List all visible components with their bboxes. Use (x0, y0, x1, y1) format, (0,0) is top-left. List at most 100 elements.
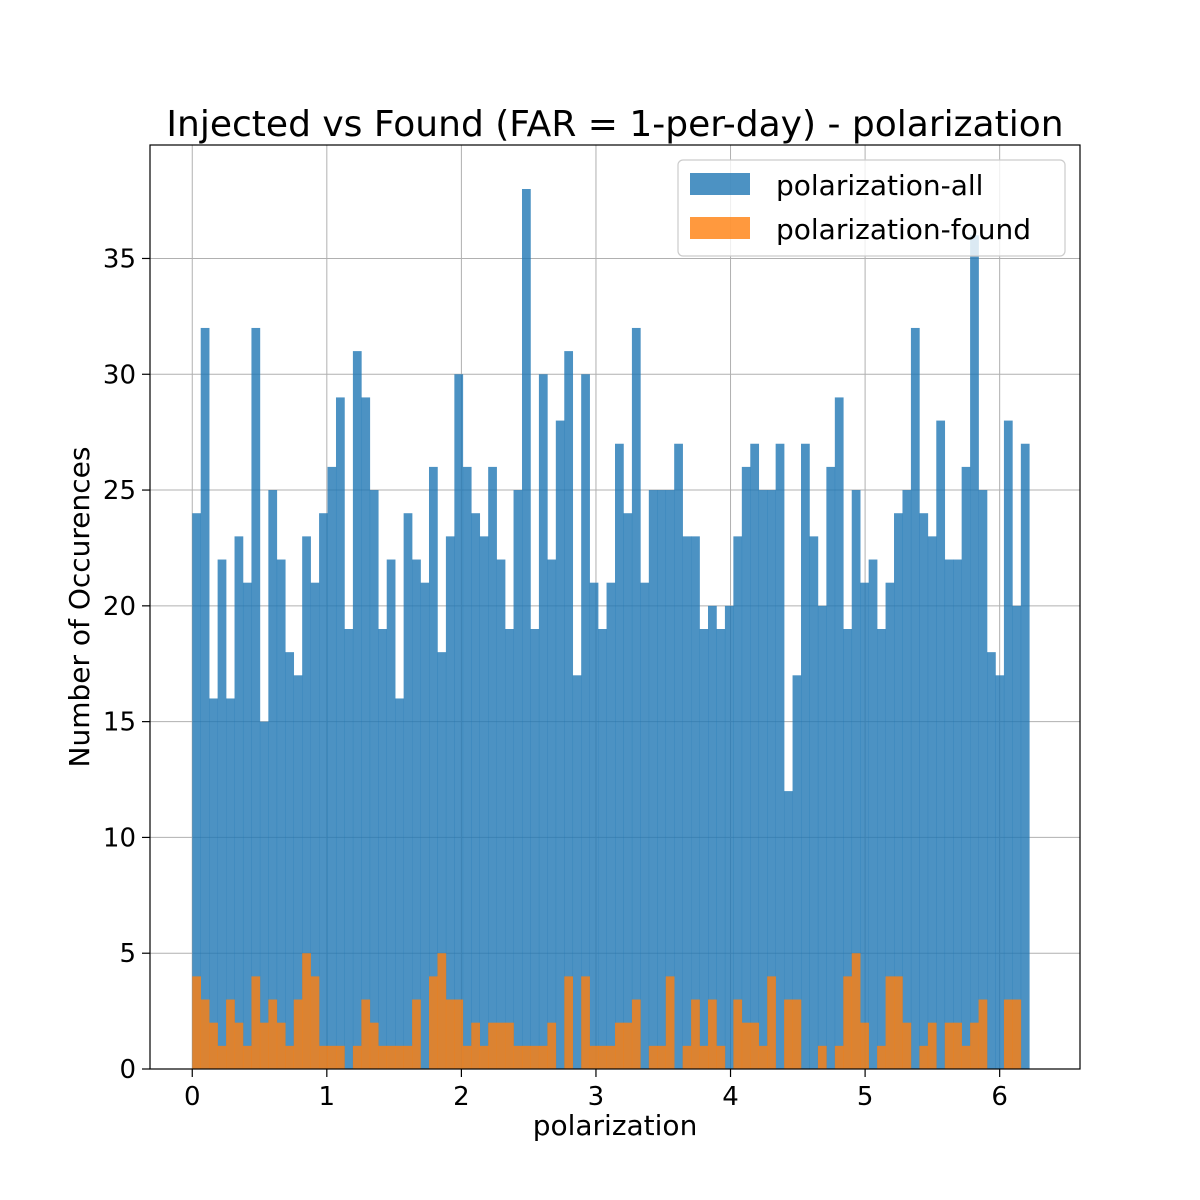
bar-polarization-all (310, 582, 320, 1069)
bar-polarization-all (953, 559, 962, 1069)
bar-polarization-all (538, 374, 548, 1069)
bar-polarization-found (851, 953, 861, 1069)
bar-polarization-all (471, 513, 481, 1069)
bar-polarization-found (242, 1045, 252, 1069)
bar-polarization-found (209, 1022, 218, 1069)
bar-polarization-all (488, 466, 497, 1069)
bar-polarization-found (792, 999, 802, 1069)
bar-polarization-all (530, 629, 540, 1069)
bar-polarization-all (978, 490, 988, 1070)
bar-polarization-all (259, 721, 269, 1069)
series-polarization-all (192, 189, 1030, 1070)
bar-polarization-found (386, 1045, 396, 1069)
bar-polarization-found (437, 953, 447, 1069)
bar-polarization-all (437, 652, 447, 1069)
bar-polarization-all (344, 629, 354, 1069)
bar-polarization-found (682, 1045, 692, 1069)
bar-polarization-all (454, 374, 464, 1069)
bar-polarization-found (902, 1022, 912, 1069)
bar-polarization-all (335, 397, 345, 1070)
legend-swatch-polarization-all (690, 173, 750, 195)
legend-box (677, 159, 1066, 257)
bar-polarization-found (395, 1045, 404, 1069)
y-tick-label: 15 (103, 708, 136, 738)
bar-polarization-all (496, 559, 506, 1069)
bar-polarization-found (479, 1045, 489, 1069)
bar-polarization-all (251, 327, 261, 1069)
bar-polarization-all (775, 443, 785, 1070)
bar-polarization-all (302, 536, 311, 1069)
bar-polarization-found (564, 976, 574, 1069)
bar-polarization-all (395, 698, 404, 1069)
x-tick-label: 3 (588, 1082, 605, 1112)
bar-polarization-all (843, 629, 853, 1069)
bar-polarization-found (894, 976, 903, 1069)
bar-polarization-found (234, 1022, 244, 1069)
x-tick-label: 4 (722, 1082, 739, 1112)
bar-polarization-all (902, 490, 912, 1070)
bar-polarization-found (251, 976, 261, 1069)
bar-polarization-all (970, 235, 979, 1069)
bar-polarization-all (682, 536, 692, 1069)
bar-polarization-found (200, 999, 210, 1069)
bar-polarization-all (1003, 420, 1013, 1069)
bar-polarization-all (513, 490, 523, 1070)
bar-polarization-all (564, 351, 574, 1070)
bar-polarization-found (970, 1022, 979, 1069)
bar-polarization-all (851, 490, 861, 1070)
bar-polarization-found (699, 1045, 709, 1069)
bar-polarization-all (868, 559, 878, 1069)
y-axis-label: Number of Occurences (63, 447, 96, 768)
bar-polarization-all (505, 629, 514, 1069)
bar-polarization-found (335, 1045, 345, 1069)
legend-swatch-polarization-found (690, 217, 750, 239)
bar-polarization-found (547, 1022, 557, 1069)
bar-polarization-all (784, 791, 793, 1069)
bar-polarization-found (1003, 999, 1013, 1069)
bar-polarization-found (708, 999, 717, 1069)
bar-polarization-found (268, 999, 278, 1069)
y-axis-ticks: 0 5 10 15 20 25 30 35 (103, 244, 150, 1085)
bar-polarization-all (403, 513, 413, 1069)
bar-polarization-all (674, 443, 683, 1070)
bar-polarization-all (581, 374, 590, 1069)
y-tick-label: 20 (103, 592, 136, 622)
bar-polarization-found (944, 1022, 954, 1069)
bar-polarization-found (648, 1045, 658, 1069)
x-axis-ticks: 0 1 2 3 4 5 6 (184, 1069, 1008, 1112)
bar-polarization-all (369, 490, 379, 1070)
bar-polarization-all (276, 559, 286, 1069)
bar-polarization-all (944, 559, 954, 1069)
bar-polarization-all (657, 490, 667, 1070)
bar-polarization-found (454, 999, 464, 1069)
bar-polarization-all (801, 443, 810, 1070)
bar-polarization-all (640, 582, 650, 1069)
bar-polarization-found (758, 1045, 768, 1069)
bar-polarization-all (555, 420, 565, 1069)
bar-polarization-found (319, 1045, 328, 1069)
bar-polarization-all (606, 582, 616, 1069)
bar-polarization-all (386, 559, 396, 1069)
bar-polarization-found (285, 1045, 295, 1069)
bar-polarization-all (826, 466, 836, 1069)
bar-polarization-all (352, 351, 362, 1070)
bar-polarization-all (834, 397, 844, 1070)
bar-polarization-all (724, 605, 734, 1069)
bar-polarization-all (420, 582, 430, 1069)
bar-polarization-all (572, 675, 582, 1069)
bar-polarization-all (894, 513, 903, 1069)
x-tick-label: 2 (453, 1082, 470, 1112)
bar-polarization-all (885, 582, 895, 1069)
bar-polarization-found (403, 1045, 413, 1069)
bar-polarization-all (234, 536, 244, 1069)
bar-polarization-all (927, 536, 937, 1069)
bar-polarization-found (615, 1022, 624, 1069)
bar-polarization-found (606, 1045, 616, 1069)
bar-polarization-all (648, 490, 658, 1070)
bar-polarization-all (445, 536, 455, 1069)
bar-polarization-found (961, 1045, 971, 1069)
bar-polarization-found (843, 976, 853, 1069)
x-tick-label: 5 (857, 1082, 874, 1112)
bar-polarization-found (361, 999, 371, 1069)
bar-polarization-found (445, 999, 455, 1069)
